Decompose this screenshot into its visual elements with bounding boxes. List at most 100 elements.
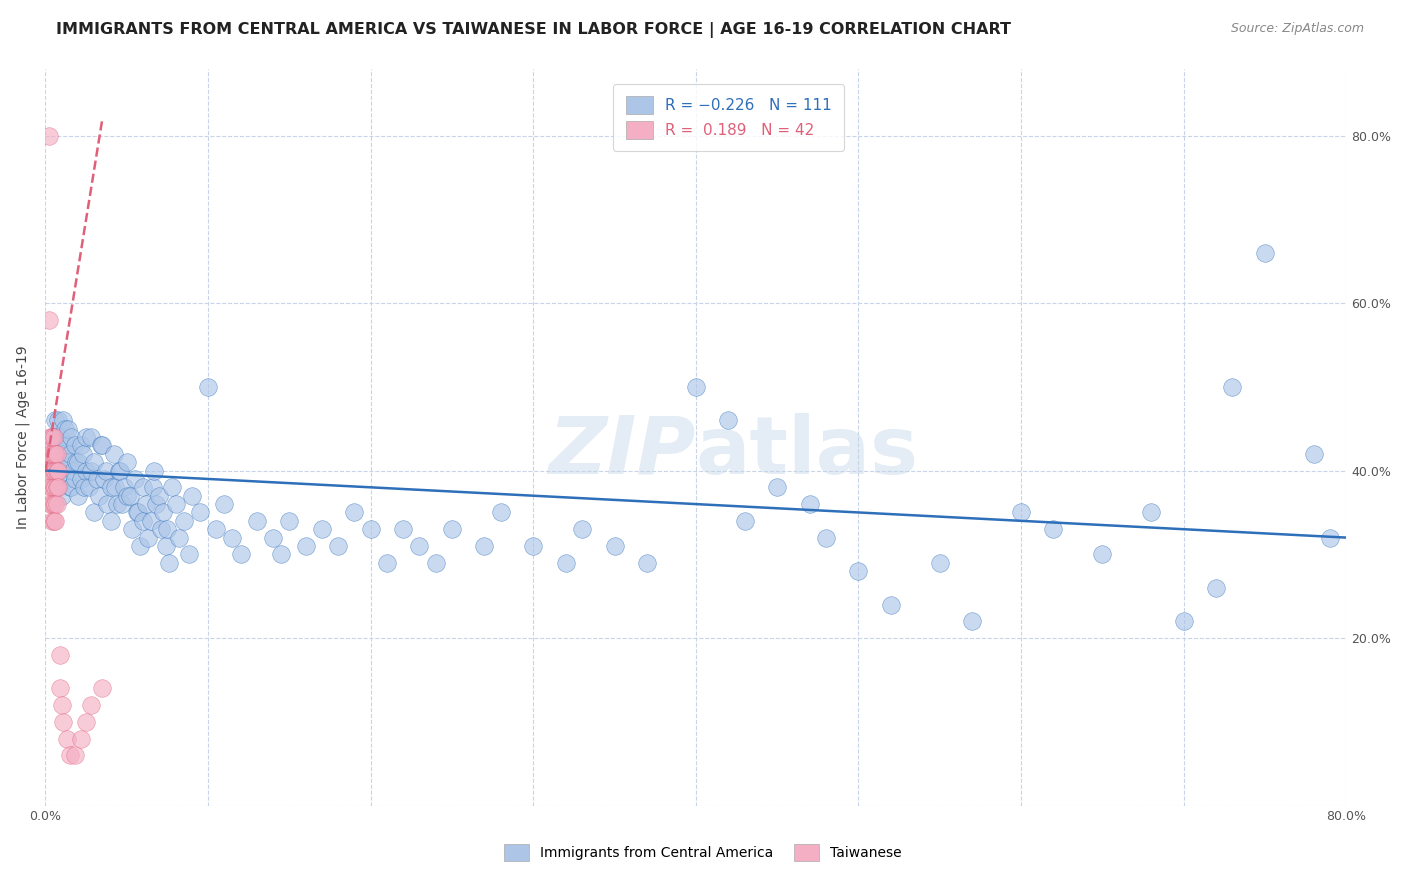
- Point: [70, 438, 93, 452]
- Point: [52, 714, 75, 729]
- Point: [1319, 531, 1341, 545]
- Point: [766, 480, 789, 494]
- Point: [132, 514, 155, 528]
- Point: [124, 472, 146, 486]
- Point: [41, 514, 63, 528]
- Point: [44, 464, 66, 478]
- Point: [375, 556, 398, 570]
- Point: [51, 438, 73, 452]
- Point: [188, 506, 211, 520]
- Point: [59, 480, 82, 494]
- Point: [53, 455, 76, 469]
- Text: Source: ZipAtlas.com: Source: ZipAtlas.com: [1230, 22, 1364, 36]
- Point: [49, 681, 72, 696]
- Point: [392, 522, 415, 536]
- Point: [1010, 506, 1032, 520]
- Point: [489, 506, 512, 520]
- Point: [148, 489, 170, 503]
- Point: [75, 464, 97, 478]
- Point: [425, 556, 447, 570]
- Point: [960, 615, 983, 629]
- Point: [39, 447, 62, 461]
- Point: [111, 497, 134, 511]
- Point: [149, 522, 172, 536]
- Point: [51, 698, 73, 712]
- Point: [1220, 380, 1243, 394]
- Point: [141, 514, 163, 528]
- Point: [132, 480, 155, 494]
- Point: [51, 489, 73, 503]
- Y-axis label: In Labor Force | Age 16-19: In Labor Force | Age 16-19: [15, 345, 30, 529]
- Point: [42, 514, 65, 528]
- Point: [58, 422, 80, 436]
- Point: [55, 472, 77, 486]
- Point: [1173, 615, 1195, 629]
- Point: [105, 497, 128, 511]
- Point: [685, 380, 707, 394]
- Point: [326, 539, 349, 553]
- Point: [73, 480, 96, 494]
- Point: [55, 438, 77, 452]
- Point: [636, 556, 658, 570]
- Point: [44, 497, 66, 511]
- Point: [60, 430, 83, 444]
- Point: [91, 681, 114, 696]
- Point: [155, 539, 177, 553]
- Point: [80, 430, 103, 444]
- Point: [1302, 447, 1324, 461]
- Point: [41, 430, 63, 444]
- Point: [44, 413, 66, 427]
- Point: [44, 447, 66, 461]
- Point: [49, 464, 72, 478]
- Point: [278, 514, 301, 528]
- Point: [38, 128, 60, 143]
- Point: [70, 472, 93, 486]
- Point: [80, 698, 103, 712]
- Point: [474, 539, 496, 553]
- Point: [229, 547, 252, 561]
- Point: [103, 447, 125, 461]
- Point: [63, 748, 86, 763]
- Point: [52, 413, 75, 427]
- Point: [59, 447, 82, 461]
- Point: [42, 430, 65, 444]
- Point: [55, 731, 77, 746]
- Point: [41, 497, 63, 511]
- Point: [848, 564, 870, 578]
- Point: [1140, 506, 1163, 520]
- Point: [554, 556, 576, 570]
- Point: [39, 480, 62, 494]
- Point: [167, 531, 190, 545]
- Point: [143, 464, 166, 478]
- Point: [59, 748, 82, 763]
- Point: [86, 472, 108, 486]
- Point: [39, 464, 62, 478]
- Point: [42, 480, 65, 494]
- Point: [311, 522, 333, 536]
- Point: [91, 438, 114, 452]
- Point: [197, 380, 219, 394]
- Point: [39, 447, 62, 461]
- Point: [42, 464, 65, 478]
- Point: [121, 522, 143, 536]
- Point: [100, 514, 122, 528]
- Point: [294, 539, 316, 553]
- Point: [45, 480, 67, 494]
- Point: [42, 447, 65, 461]
- Point: [262, 531, 284, 545]
- Point: [42, 447, 65, 461]
- Point: [128, 539, 150, 553]
- Point: [60, 480, 83, 494]
- Point: [112, 480, 135, 494]
- Point: [48, 464, 70, 478]
- Point: [928, 556, 950, 570]
- Point: [127, 506, 149, 520]
- Point: [65, 455, 87, 469]
- Point: [66, 489, 89, 503]
- Point: [83, 506, 105, 520]
- Point: [48, 447, 70, 461]
- Point: [214, 497, 236, 511]
- Point: [42, 497, 65, 511]
- Point: [136, 531, 159, 545]
- Point: [80, 464, 103, 478]
